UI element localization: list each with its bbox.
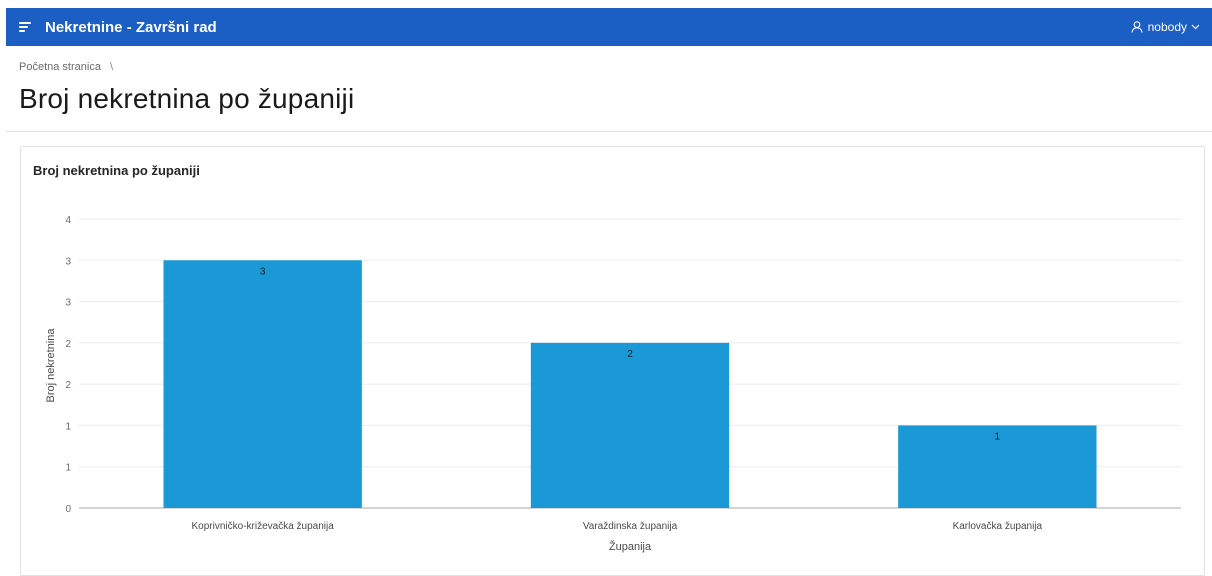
bar-data-label: 1 <box>995 431 1001 442</box>
menu-toggle-icon[interactable] <box>19 21 33 33</box>
y-tick-label: 2 <box>65 380 71 391</box>
y-tick-label: 1 <box>65 463 71 474</box>
bar-data-label: 2 <box>627 349 633 360</box>
bar-chart: 0 1 1 2 2 3 3 4 3 Koprivničko-križevačka županija… <box>45 215 1181 553</box>
breadcrumb-separator: \ <box>110 61 114 73</box>
y-axis-title: Broj nekretnina <box>45 328 57 403</box>
y-tick-label: 2 <box>65 339 71 350</box>
chevron-down-icon <box>1191 24 1200 30</box>
bar-data-label: 3 <box>260 266 266 277</box>
bar <box>163 260 362 508</box>
page-title: Broj nekretnina po županiji <box>19 83 355 114</box>
chart-region: Broj nekretnina po županiji 0 1 1 2 2 3 3 4 3 Kop… <box>20 146 1205 576</box>
user-icon <box>1131 21 1143 33</box>
bar <box>898 425 1097 508</box>
app-title-link[interactable]: Nekretnine - Završni rad <box>45 18 217 36</box>
x-tick-label: Koprivničko-križevačka županija <box>192 521 335 532</box>
chart-region-title: Broj nekretnina po županiji <box>33 163 200 178</box>
x-tick-label: Karlovačka županija <box>953 521 1043 532</box>
breadcrumb-region: Početna stranica \ Broj nekretnina po žu… <box>6 46 1212 132</box>
bar <box>530 342 730 508</box>
y-tick-label: 0 <box>65 504 71 515</box>
y-tick-label: 3 <box>65 256 71 267</box>
breadcrumb-home-link[interactable]: Početna stranica <box>19 61 101 73</box>
y-tick-label: 4 <box>65 215 71 226</box>
user-name: nobody <box>1147 20 1187 34</box>
x-tick-label: Varaždinska županija <box>583 521 678 532</box>
user-menu-button[interactable]: nobody <box>1131 20 1200 34</box>
x-axis-title: Županija <box>609 540 652 553</box>
top-navigation-bar: Nekretnine - Završni rad nobody <box>6 8 1212 46</box>
breadcrumb: Početna stranica \ <box>19 61 113 73</box>
y-tick-label: 1 <box>65 421 71 432</box>
y-tick-label: 3 <box>65 298 71 309</box>
